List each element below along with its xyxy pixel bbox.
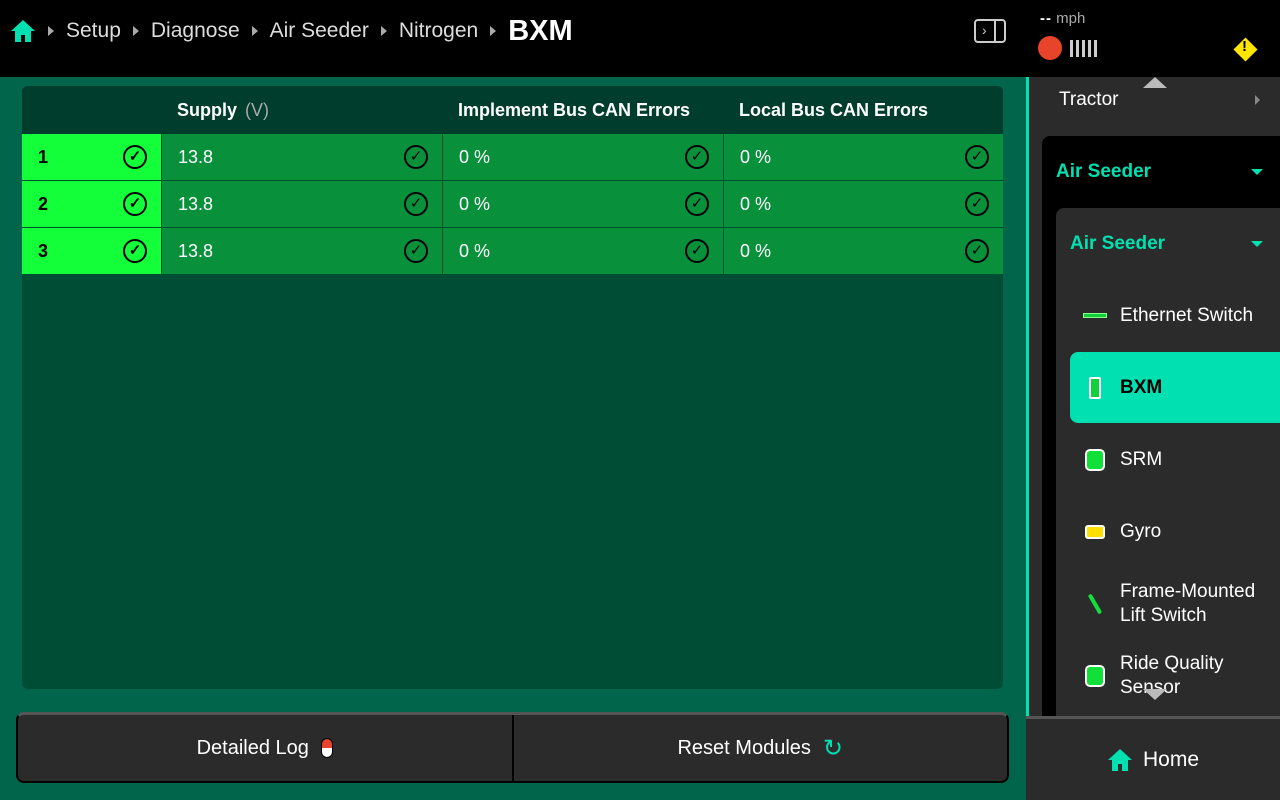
chevron-right-icon: › <box>982 22 987 38</box>
check-circle-icon: ✓ <box>404 239 428 263</box>
sidebar-item-ride-quality-sensor[interactable]: Ride Quality Sensor <box>1070 640 1280 711</box>
subgroup-air-seeder[interactable]: Air Seeder <box>1070 233 1166 254</box>
module-id-cell: 1 ✓ <box>22 134 161 180</box>
module-id-cell: 2 ✓ <box>22 181 161 227</box>
ride-quality-sensor-icon <box>1085 664 1105 687</box>
sidebar: Tractor Air Seeder Air Seeder Ethernet S… <box>1026 77 1280 716</box>
local-bus-errors-cell: 0 % ✓ <box>723 134 1003 180</box>
bxm-module-icon <box>1089 376 1101 399</box>
check-circle-icon: ✓ <box>404 192 428 216</box>
log-indicator-icon <box>320 738 333 758</box>
supply-value: 13.8 <box>178 240 214 261</box>
home-icon[interactable] <box>10 19 36 43</box>
local-bus-errors-cell: 0 % ✓ <box>723 181 1003 227</box>
supply-value: 13.8 <box>178 146 214 167</box>
reset-modules-button[interactable]: Reset Modules ↻ <box>511 715 1008 781</box>
supply-value-cell: 13.8 ✓ <box>161 181 442 227</box>
module-id-cell: 3 ✓ <box>22 228 161 274</box>
refresh-icon: ↻ <box>822 734 843 762</box>
check-circle-icon: ✓ <box>965 239 989 263</box>
module-id: 1 <box>38 146 49 167</box>
sidebar-item-srm[interactable]: SRM <box>1070 424 1280 495</box>
home-label: Home <box>1142 747 1200 771</box>
local-bus-errors: 0 % <box>740 146 772 167</box>
speed-value: -- <box>1040 10 1052 27</box>
table-row: 3 ✓ 13.8 ✓ 0 % ✓ 0 % ✓ <box>22 228 1003 275</box>
module-id: 2 <box>38 193 49 214</box>
check-circle-icon: ✓ <box>965 192 989 216</box>
check-circle-icon: ✓ <box>404 145 428 169</box>
scroll-down-icon[interactable] <box>1143 689 1167 700</box>
implement-bus-errors-cell: 0 % ✓ <box>442 228 723 274</box>
breadcrumb-diagnose[interactable]: Diagnose <box>150 19 240 42</box>
check-circle-icon: ✓ <box>123 145 147 169</box>
col-implement-bus: Implement Bus CAN Errors <box>458 99 691 120</box>
signal-bars-icon <box>1070 40 1097 57</box>
breadcrumb-nitrogen[interactable]: Nitrogen <box>398 19 479 42</box>
action-bar: Detailed Log Reset Modules ↻ <box>16 712 1009 783</box>
supply-value-cell: 13.8 ✓ <box>161 228 442 274</box>
srm-module-icon <box>1085 448 1105 471</box>
supply-value: 13.8 <box>178 193 214 214</box>
ethernet-switch-icon <box>1083 313 1107 318</box>
sidebar-item-gyro[interactable]: Gyro <box>1070 496 1280 567</box>
sidebar-item-tractor[interactable]: Tractor <box>1059 89 1119 110</box>
warning-mark: ! <box>1242 38 1247 55</box>
check-circle-icon: ✓ <box>965 145 989 169</box>
home-icon <box>1107 748 1132 771</box>
implement-bus-errors: 0 % <box>459 240 491 261</box>
sidebar-group: Air Seeder Air Seeder Ethernet Switch BX… <box>1042 136 1280 716</box>
sidebar-item-frame-mounted-lift-switch[interactable]: Frame-Mounted Lift Switch <box>1070 568 1280 639</box>
sidebar-subgroup: Air Seeder Ethernet Switch BXM SRM Gyro … <box>1056 208 1280 716</box>
implement-bus-errors-cell: 0 % ✓ <box>442 134 723 180</box>
check-circle-icon: ✓ <box>123 239 147 263</box>
top-bar: Setup Diagnose Air Seeder Nitrogen BXM ›… <box>0 0 1280 77</box>
speed-readout: -- mph <box>1040 10 1085 27</box>
group-air-seeder[interactable]: Air Seeder <box>1056 161 1152 182</box>
implement-bus-errors: 0 % <box>459 193 491 214</box>
implement-bus-errors: 0 % <box>459 146 491 167</box>
table-header: Supply (V) Implement Bus CAN Errors Local… <box>22 86 1003 134</box>
breadcrumb-air-seeder[interactable]: Air Seeder <box>269 19 369 42</box>
supply-value-cell: 13.8 ✓ <box>161 134 442 180</box>
caret-down-icon <box>1251 241 1263 247</box>
breadcrumb-setup[interactable]: Setup <box>66 19 121 42</box>
diagnostics-table: Supply (V) Implement Bus CAN Errors Local… <box>22 86 1003 689</box>
col-local-bus: Local Bus CAN Errors <box>739 99 929 120</box>
sidebar-item-bxm[interactable]: BXM <box>1070 352 1280 423</box>
toggle-panel-button[interactable]: › <box>974 19 1006 43</box>
local-bus-errors-cell: 0 % ✓ <box>723 228 1003 274</box>
table-row: 1 ✓ 13.8 ✓ 0 % ✓ 0 % ✓ <box>22 134 1003 181</box>
check-circle-icon: ✓ <box>123 192 147 216</box>
sidebar-item-ethernet-switch[interactable]: Ethernet Switch <box>1070 280 1280 351</box>
chevron-right-icon <box>1255 95 1260 105</box>
table-row: 2 ✓ 13.8 ✓ 0 % ✓ 0 % ✓ <box>22 181 1003 228</box>
check-circle-icon: ✓ <box>685 192 709 216</box>
module-id: 3 <box>38 240 49 261</box>
check-circle-icon: ✓ <box>685 239 709 263</box>
home-button[interactable]: Home <box>1026 716 1280 800</box>
check-circle-icon: ✓ <box>685 145 709 169</box>
breadcrumb: Setup Diagnose Air Seeder Nitrogen BXM <box>10 14 573 48</box>
page-title: BXM <box>508 14 573 47</box>
implement-bus-errors-cell: 0 % ✓ <box>442 181 723 227</box>
gps-satellite-icon[interactable] <box>1038 36 1062 60</box>
speed-unit: mph <box>1056 10 1086 27</box>
gyro-icon <box>1085 524 1105 539</box>
col-supply: Supply (V) <box>177 99 270 120</box>
detailed-log-button[interactable]: Detailed Log <box>18 715 512 781</box>
lift-switch-icon <box>1087 592 1103 615</box>
scroll-up-icon[interactable] <box>1143 77 1167 88</box>
local-bus-errors: 0 % <box>740 193 772 214</box>
local-bus-errors: 0 % <box>740 240 772 261</box>
caret-down-icon <box>1251 169 1263 175</box>
